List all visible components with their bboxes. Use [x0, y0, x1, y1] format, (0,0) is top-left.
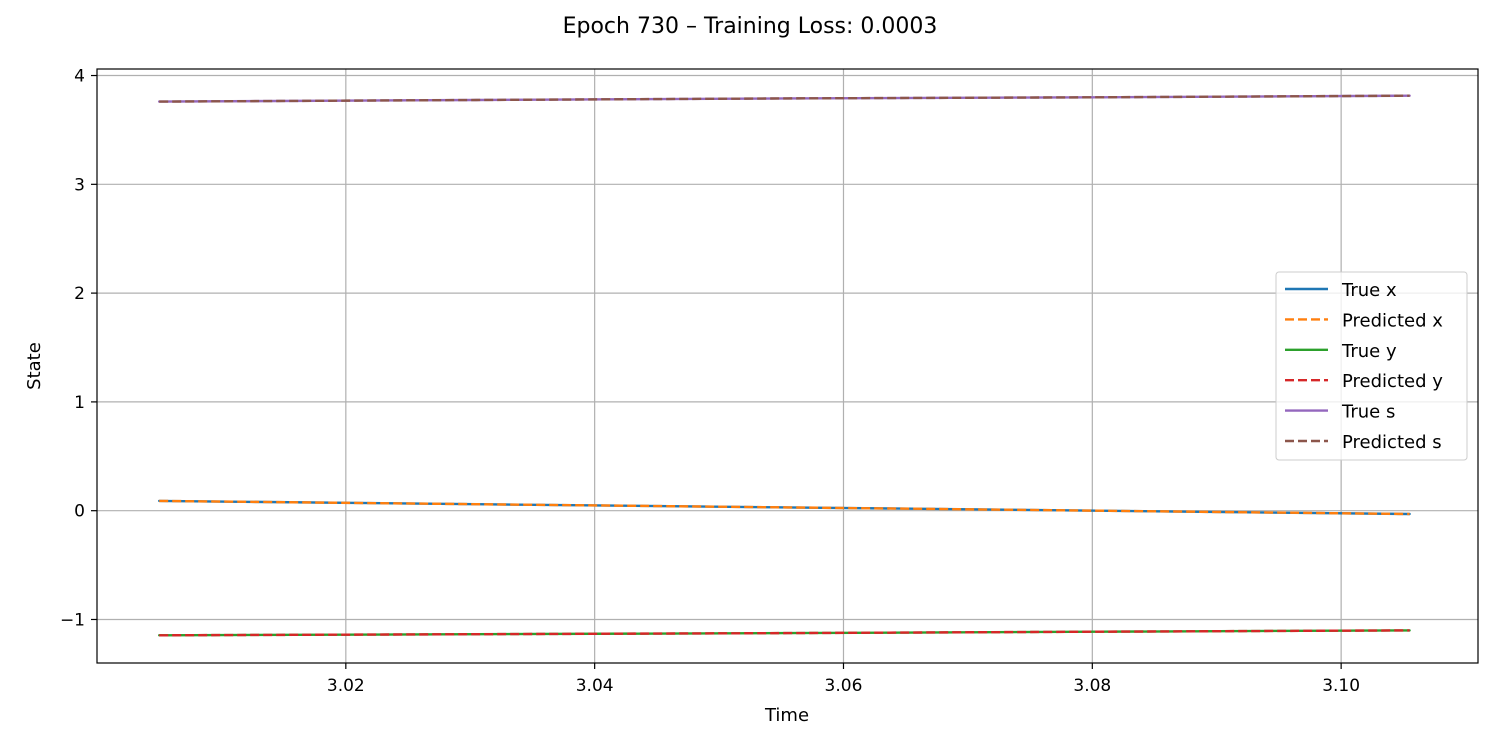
legend: True x Predicted x True y Predicted y True s… [1275, 271, 1468, 461]
legend-label: Predicted x [1342, 310, 1443, 331]
legend-label: Predicted y [1342, 371, 1443, 392]
x-tick-label: 3.06 [825, 676, 863, 696]
series-line-predicted-y [159, 629, 1410, 637]
tick-layer: 3.02 3.04 3.06 3.08 3.10 −1 0 1 2 3 4 [60, 67, 1360, 696]
x-tick-label: 3.02 [327, 676, 365, 696]
y-tick-label: 2 [74, 284, 85, 304]
y-axis-label: State [24, 342, 45, 390]
series-line-predicted-s [159, 94, 1410, 103]
plot-frame [96, 68, 1479, 664]
legend-label: True y [1341, 341, 1397, 362]
y-tick-label: 1 [74, 393, 85, 413]
y-tick-label: 0 [74, 502, 85, 522]
y-tick-label: 3 [74, 175, 85, 195]
x-tick-label: 3.08 [1073, 676, 1111, 696]
grid-layer [97, 69, 1478, 663]
chart-title: Epoch 730 – Training Loss: 0.0003 [563, 14, 938, 39]
legend-entries: True x Predicted x True y Predicted y True s… [1285, 280, 1443, 453]
legend-box [1275, 271, 1468, 461]
legend-label: True s [1341, 402, 1395, 423]
legend-label: Predicted s [1342, 432, 1442, 453]
y-tick-label: −1 [60, 610, 85, 630]
legend-label: True x [1341, 280, 1397, 301]
x-tick-label: 3.10 [1322, 676, 1360, 696]
y-tick-label: 4 [74, 67, 85, 87]
series-layer [157, 94, 1411, 637]
series-line-predicted-x [159, 499, 1410, 516]
x-axis-label: Time [764, 705, 809, 726]
x-tick-label: 3.04 [576, 676, 614, 696]
